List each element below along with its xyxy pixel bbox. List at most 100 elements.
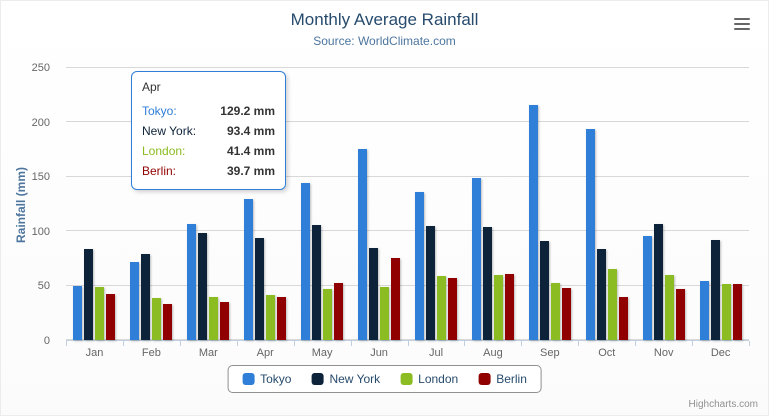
bar-tokyo-jun[interactable]: [358, 148, 368, 340]
bar-tokyo-oct[interactable]: [585, 128, 595, 340]
gridline: [66, 284, 749, 286]
bar-tokyo-feb[interactable]: [130, 262, 140, 340]
bar-new-york-aug[interactable]: [482, 226, 492, 340]
bar-berlin-apr[interactable]: [277, 296, 287, 340]
x-axis-tick: [236, 341, 238, 346]
bar-group-may: [294, 68, 351, 340]
bar-london-aug[interactable]: [493, 275, 503, 340]
bar-new-york-oct[interactable]: [596, 249, 606, 340]
x-axis-tick: [578, 341, 580, 346]
bar-tokyo-mar[interactable]: [187, 224, 197, 340]
bar-new-york-mar[interactable]: [198, 232, 208, 340]
bar-london-sep[interactable]: [550, 283, 560, 340]
bar-new-york-apr[interactable]: [255, 238, 265, 340]
tooltip-series-name: New York:: [142, 124, 197, 138]
x-axis-tick: [407, 341, 409, 346]
x-axis-tick: [749, 341, 750, 346]
legend-label: Berlin: [496, 372, 527, 386]
bar-group-jun: [351, 68, 408, 340]
legend-swatch-london: [400, 373, 413, 385]
bar-new-york-sep[interactable]: [539, 240, 549, 340]
bar-berlin-nov[interactable]: [675, 289, 685, 340]
tooltip-series-value: 93.4 mm: [226, 124, 275, 138]
bar-group-aug: [464, 68, 521, 340]
tooltip-series-name: London:: [142, 144, 186, 158]
legend-item-tokyo[interactable]: Tokyo: [242, 372, 291, 386]
gridlines: [66, 67, 749, 340]
bar-london-nov[interactable]: [664, 275, 674, 340]
x-axis-tick: [692, 341, 694, 346]
bar-berlin-oct[interactable]: [618, 297, 628, 340]
x-axis-label-feb: Feb: [141, 347, 161, 359]
bar-london-dec[interactable]: [721, 284, 731, 340]
legend-item-london[interactable]: London: [400, 372, 458, 386]
bar-tokyo-jul[interactable]: [414, 192, 424, 340]
bar-tokyo-nov[interactable]: [642, 236, 652, 340]
bar-berlin-dec[interactable]: [732, 284, 742, 340]
bar-london-apr[interactable]: [266, 294, 276, 340]
bar-berlin-jul[interactable]: [447, 277, 457, 340]
bar-berlin-sep[interactable]: [561, 288, 571, 340]
y-tick-label: 50: [37, 280, 50, 293]
bar-new-york-may[interactable]: [312, 224, 322, 340]
bar-new-york-nov[interactable]: [653, 224, 663, 340]
y-tick-label: 0: [43, 335, 50, 347]
bar-london-may[interactable]: [323, 288, 333, 340]
hamburger-icon: [734, 23, 750, 25]
bar-london-jun[interactable]: [380, 287, 390, 340]
legend-swatch-berlin: [478, 373, 491, 385]
x-axis-label-may: May: [311, 347, 333, 359]
tooltip-header: Apr: [142, 80, 161, 94]
x-axis-label-jan: Jan: [85, 347, 104, 359]
tooltip-row-new-york: New York: 93.4 mm: [142, 121, 275, 141]
bar-tokyo-dec[interactable]: [699, 280, 709, 340]
x-axis-tick: [66, 341, 67, 346]
x-axis-label-oct: Oct: [598, 347, 616, 359]
bar-new-york-jan[interactable]: [84, 249, 94, 340]
x-axis-tick: [122, 341, 124, 346]
tooltip-series-value: 41.4 mm: [226, 144, 275, 158]
export-menu-button[interactable]: [730, 13, 754, 35]
bar-tokyo-apr[interactable]: [244, 199, 254, 340]
y-axis-labels: 0 50 100 150 200 250: [1, 62, 58, 347]
bar-group-sep: [521, 68, 578, 340]
bar-groups: [66, 68, 749, 340]
legend-label: Tokyo: [260, 372, 292, 386]
y-tick-label: 100: [31, 225, 50, 238]
tooltip: Apr Tokyo: 129.2 mm New York: 93.4 mm London…: [131, 71, 286, 190]
bar-berlin-jan[interactable]: [106, 293, 116, 340]
bar-new-york-jul[interactable]: [425, 225, 435, 340]
bar-new-york-dec[interactable]: [710, 239, 720, 340]
x-axis-tick: [179, 341, 181, 346]
bar-berlin-aug[interactable]: [504, 274, 514, 340]
x-axis-label-sep: Sep: [540, 347, 560, 359]
bar-london-oct[interactable]: [607, 269, 617, 340]
legend-label: London: [418, 372, 459, 386]
bar-london-jul[interactable]: [436, 275, 446, 340]
tooltip-row-london: London: 41.4 mm: [142, 141, 275, 161]
bar-london-jan[interactable]: [95, 286, 105, 340]
tooltip-series-value: 39.7 mm: [226, 164, 275, 178]
tooltip-row-tokyo: Tokyo: 129.2 mm: [142, 101, 275, 121]
bar-berlin-jun[interactable]: [391, 257, 401, 340]
bar-tokyo-jan[interactable]: [73, 285, 83, 340]
legend-item-new-york[interactable]: New York: [311, 372, 380, 386]
bar-new-york-jun[interactable]: [369, 248, 379, 340]
x-axis-tick: [350, 341, 352, 346]
bar-berlin-mar[interactable]: [220, 302, 230, 340]
bar-tokyo-aug[interactable]: [471, 178, 481, 340]
bar-tokyo-may[interactable]: [301, 183, 311, 340]
bar-london-mar[interactable]: [209, 297, 219, 340]
x-axis-tick: [293, 341, 295, 346]
bar-berlin-may[interactable]: [334, 282, 344, 340]
y-tick-label: 150: [31, 171, 50, 184]
x-axis-label-apr: Apr: [256, 347, 274, 359]
bar-berlin-feb[interactable]: [163, 303, 173, 340]
legend-item-berlin[interactable]: Berlin: [478, 372, 527, 386]
bar-london-feb[interactable]: [152, 297, 162, 340]
tooltip-row-berlin: Berlin: 39.7 mm: [142, 161, 275, 181]
highcharts-credit-link[interactable]: Highcharts.com: [688, 399, 758, 410]
bar-tokyo-sep[interactable]: [528, 104, 538, 340]
bar-new-york-feb[interactable]: [141, 254, 151, 340]
bar-group-dec: [692, 68, 749, 340]
